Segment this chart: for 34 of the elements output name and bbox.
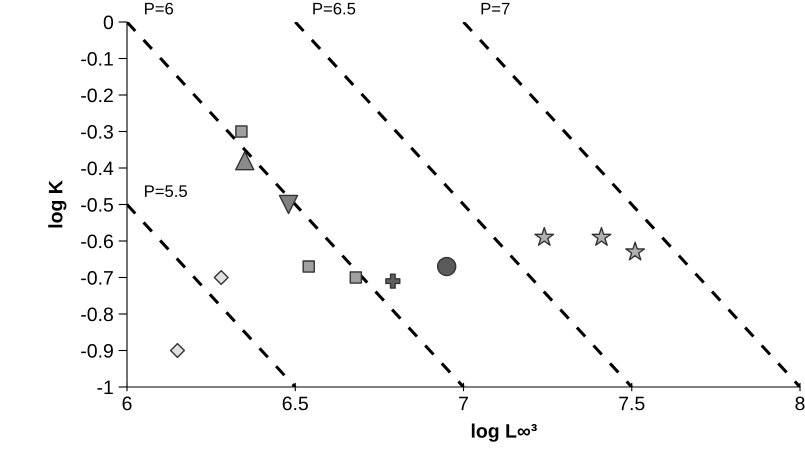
y-axis-title: log K xyxy=(48,180,66,228)
y-tick-label: 0 xyxy=(104,15,114,30)
series-label: P=6 xyxy=(145,2,174,15)
point xyxy=(170,342,186,358)
x-tick-label: 7.5 xyxy=(619,396,644,410)
point xyxy=(214,270,229,286)
point xyxy=(625,242,646,261)
y-tick-label: -0.2 xyxy=(81,88,113,102)
y-tick-label: -0.6 xyxy=(81,234,113,248)
x-tick-label: 7 xyxy=(459,396,468,410)
x-tick-label: 6.5 xyxy=(282,396,308,410)
y-tick-label: -0.9 xyxy=(81,344,113,358)
y-tick-label: -0.8 xyxy=(81,307,113,322)
point xyxy=(302,260,315,273)
point xyxy=(385,274,400,289)
series-label: P=6.5 xyxy=(313,2,356,15)
y-tick-label: -0.5 xyxy=(81,198,113,212)
series-label: P=7 xyxy=(482,2,510,14)
point xyxy=(278,194,298,214)
series-label: P=5.5 xyxy=(145,185,187,198)
y-tick-label: -0.1 xyxy=(81,52,113,66)
point xyxy=(534,226,554,246)
point xyxy=(592,226,612,246)
x-tick-label: 8 xyxy=(795,396,805,410)
point xyxy=(350,271,362,284)
point xyxy=(436,256,456,276)
y-tick-label: -0.7 xyxy=(81,270,113,285)
point xyxy=(235,125,248,138)
y-tick-label: -1 xyxy=(97,380,113,394)
x-tick-label: 6 xyxy=(122,396,132,410)
point xyxy=(235,150,254,170)
x-axis-title: log L∞³ xyxy=(472,424,537,442)
y-tick-label: -0.3 xyxy=(81,124,113,139)
y-tick-label: -0.4 xyxy=(81,161,114,176)
